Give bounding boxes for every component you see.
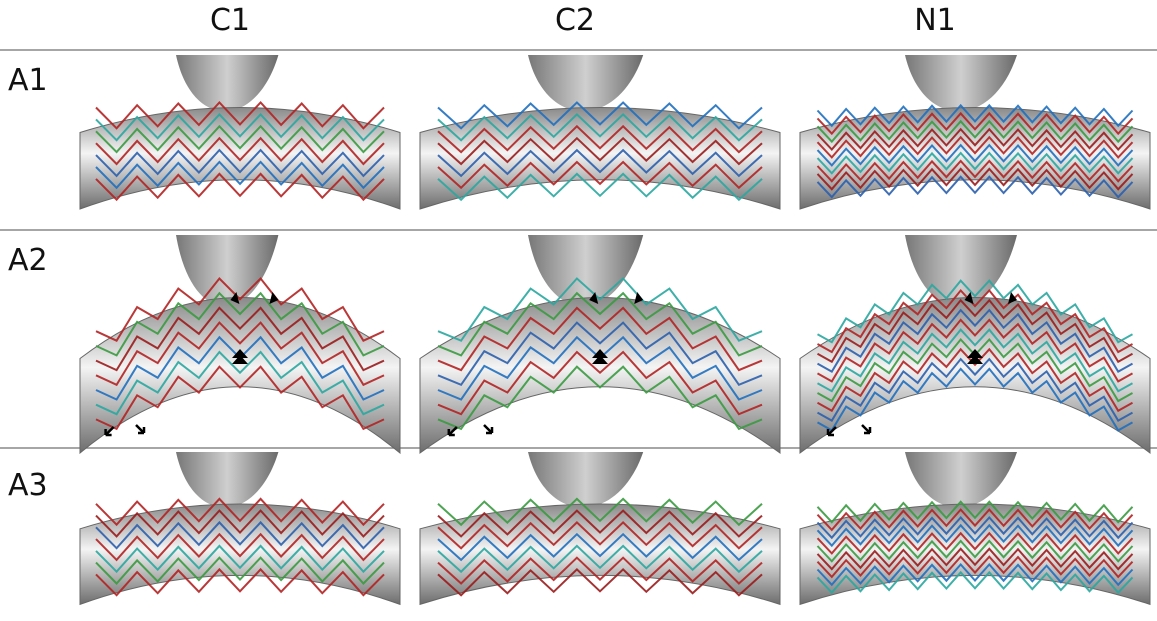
vessel-branch: [905, 55, 1017, 111]
vessel-branch: [528, 55, 643, 111]
vessel: [80, 504, 400, 604]
row-label: A2: [8, 243, 48, 278]
vessel-branch: [905, 452, 1017, 508]
vessel: [420, 504, 780, 604]
panels: [80, 55, 1150, 604]
vessel-branch: [528, 452, 643, 508]
figure: C1 C2 N1 A1 A2 A3: [0, 0, 1157, 621]
column-header: N1: [914, 3, 956, 38]
row-label: A3: [8, 468, 48, 503]
vessel: [80, 108, 400, 210]
vessel-branch: [176, 55, 278, 111]
vessel-branch: [176, 452, 278, 508]
row-label: A1: [8, 63, 48, 98]
column-header: C1: [210, 3, 250, 38]
vessel: [420, 108, 780, 210]
column-header: C2: [555, 3, 595, 38]
